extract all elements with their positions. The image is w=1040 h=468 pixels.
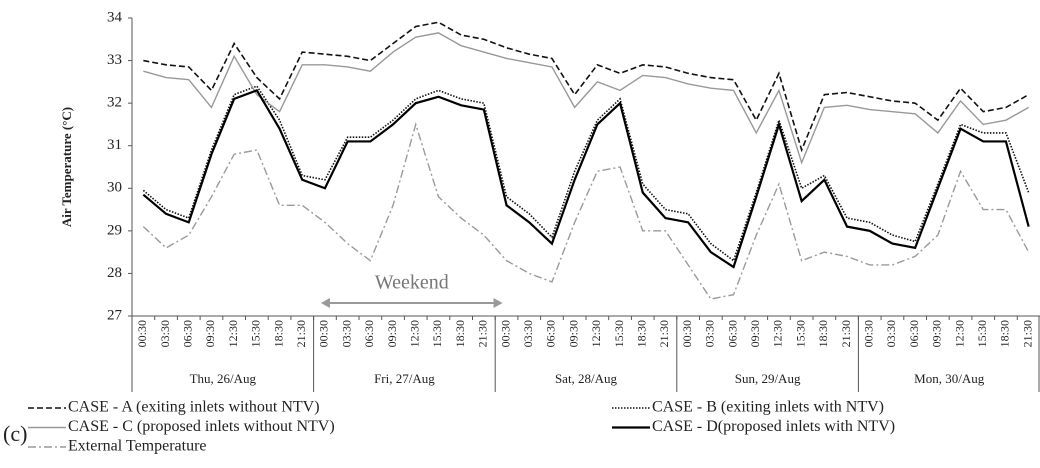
x-tick-label: 21:30 — [294, 320, 308, 347]
x-tick-label: 03:30 — [884, 320, 898, 347]
x-tick-label: 06:30 — [544, 320, 558, 347]
x-tick-label: 09:30 — [748, 320, 762, 347]
x-tick-label: 21:30 — [657, 320, 671, 347]
x-tick-label: 12:30 — [952, 320, 966, 347]
x-tick-label: 15:30 — [430, 320, 444, 347]
x-tick-label: 18:30 — [271, 320, 285, 347]
x-tick-label: 18:30 — [453, 320, 467, 347]
y-tick-label: 34 — [107, 9, 123, 25]
x-tick-label: 00:30 — [680, 320, 694, 347]
x-tick-label: 09:30 — [930, 320, 944, 347]
x-tick-label: 12:30 — [226, 320, 240, 347]
series-line — [142, 89, 1030, 269]
y-tick-label: 31 — [107, 137, 122, 153]
x-tick-label: 03:30 — [158, 320, 172, 347]
x-tick-label: 21:30 — [476, 320, 490, 347]
x-tick-label: 03:30 — [339, 320, 353, 347]
day-label: Sat, 28/Aug — [555, 371, 618, 386]
legend-label: CASE - D(proposed inlets with NTV) — [652, 418, 895, 435]
day-label: Thu, 26/Aug — [190, 371, 257, 386]
x-tick-label: 09:30 — [566, 320, 580, 347]
x-tick-label: 00:30 — [317, 320, 331, 347]
y-tick-label: 30 — [107, 180, 122, 196]
x-tick-label: 12:30 — [589, 320, 603, 347]
legend-label: External Temperature — [68, 438, 207, 455]
x-tick-label: 21:30 — [1020, 320, 1034, 347]
day-label: Sun, 29/Aug — [735, 371, 801, 386]
series-line — [143, 32, 1029, 165]
x-tick-label: 06:30 — [907, 320, 921, 347]
y-tick-label: 33 — [107, 52, 122, 68]
x-tick-label: 03:30 — [521, 320, 535, 347]
x-tick-label: 15:30 — [249, 320, 263, 347]
x-tick-label: 03:30 — [703, 320, 717, 347]
x-tick-label: 18:30 — [635, 320, 649, 347]
day-label: Fri, 27/Aug — [374, 371, 435, 386]
x-tick-label: 15:30 — [612, 320, 626, 347]
day-label: Mon, 30/Aug — [914, 371, 985, 386]
x-tick-label: 09:30 — [203, 320, 217, 347]
y-tick-label: 32 — [107, 95, 122, 111]
x-tick-label: 00:30 — [498, 320, 512, 347]
x-tick-label: 06:30 — [725, 320, 739, 347]
annotation: Weekend — [375, 272, 449, 294]
y-tick-label: 29 — [107, 222, 122, 238]
x-tick-label: 00:30 — [135, 320, 149, 347]
x-tick-label: 18:30 — [816, 320, 830, 347]
x-tick-label: 18:30 — [998, 320, 1012, 347]
y-tick-label: 28 — [107, 265, 122, 281]
x-tick-label: 12:30 — [771, 320, 785, 347]
y-tick-label: 27 — [107, 307, 123, 323]
panel-label: (c) — [3, 421, 27, 446]
x-tick-label: 06:30 — [181, 320, 195, 347]
series-line — [142, 121, 1030, 300]
series-line — [143, 21, 1030, 153]
legend-label: CASE - A (exiting inlets without NTV) — [68, 399, 320, 416]
x-tick-label: 12:30 — [408, 320, 422, 347]
x-tick-label: 21:30 — [839, 320, 853, 347]
x-tick-label: 00:30 — [862, 320, 876, 347]
x-tick-label: 15:30 — [793, 320, 807, 347]
x-tick-label: 09:30 — [385, 320, 399, 347]
legend-label: CASE - B (exiting inlets with NTV) — [652, 399, 884, 416]
legend-label: CASE - C (proposed inlets without NTV) — [68, 418, 335, 435]
x-tick-label: 06:30 — [362, 320, 376, 347]
x-tick-label: 15:30 — [975, 320, 989, 347]
y-axis-label: Air Temperature (°C) — [59, 107, 74, 227]
